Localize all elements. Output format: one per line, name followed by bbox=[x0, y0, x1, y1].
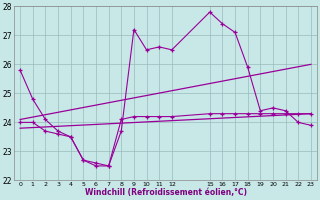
X-axis label: Windchill (Refroidissement éolien,°C): Windchill (Refroidissement éolien,°C) bbox=[84, 188, 246, 197]
